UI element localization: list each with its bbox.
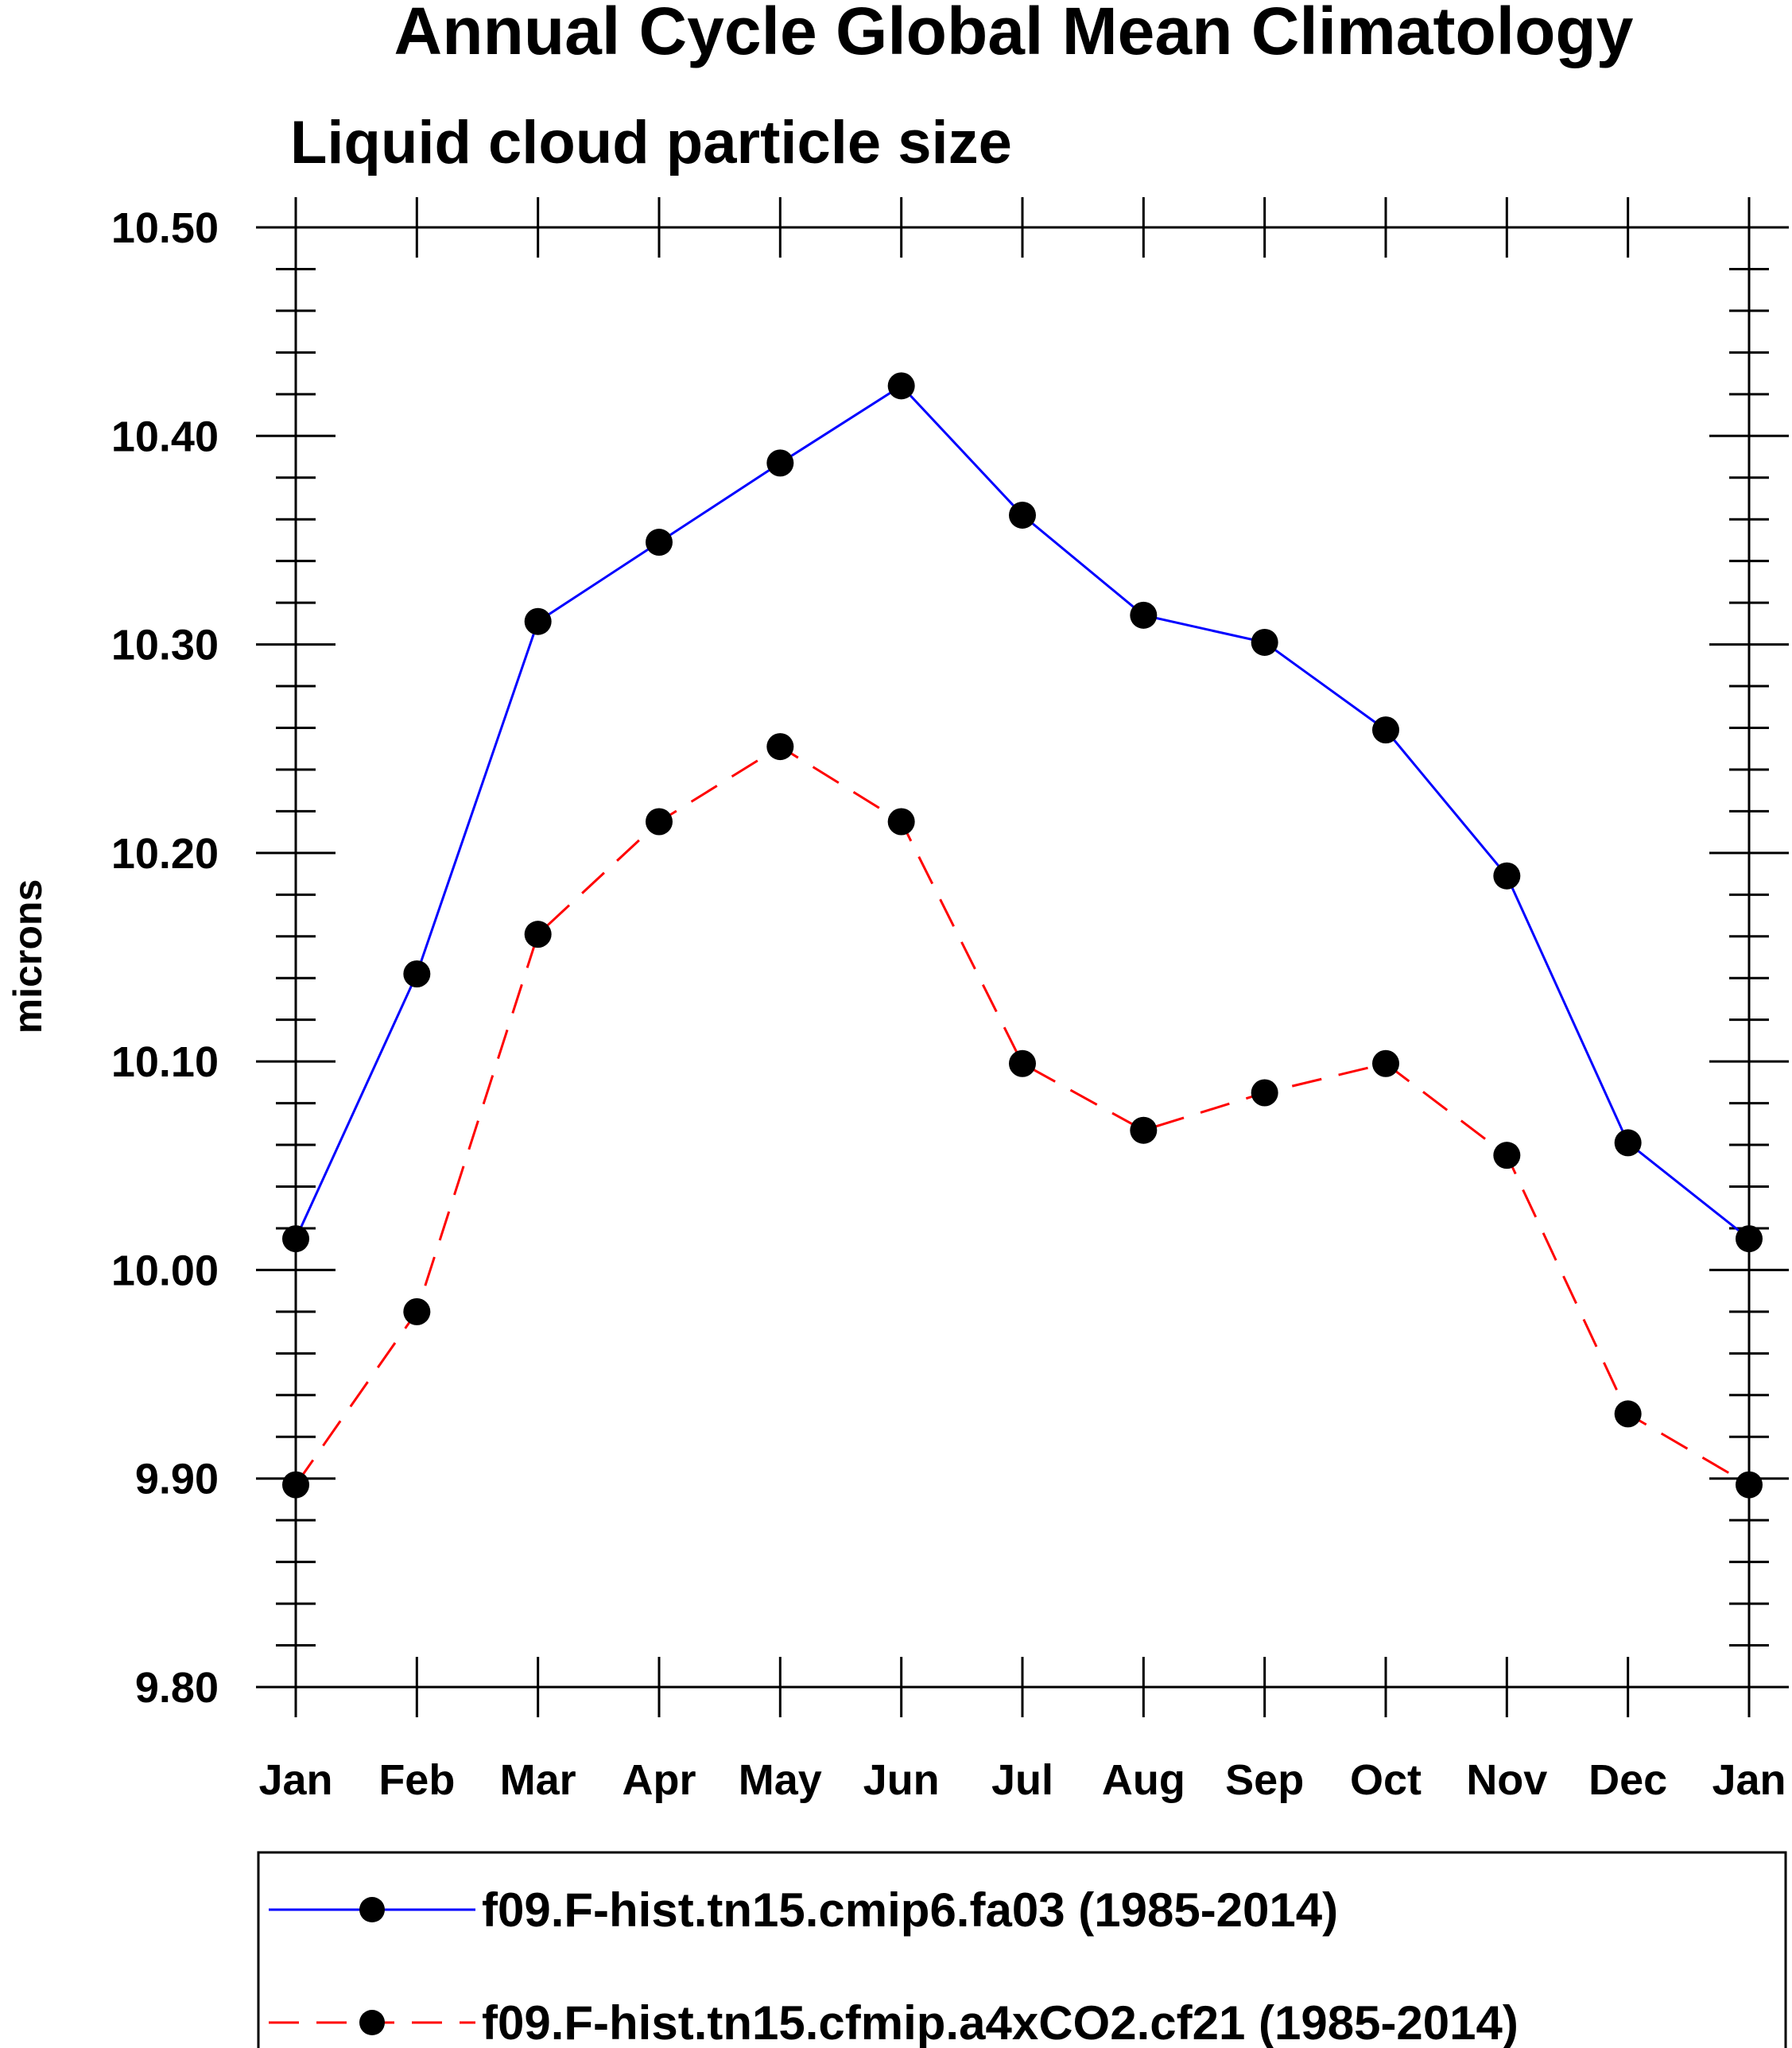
data-point-series-0 — [524, 607, 552, 635]
data-point-series-0 — [887, 372, 915, 400]
data-point-series-0 — [1130, 601, 1158, 629]
x-tick-label: Feb — [378, 1756, 455, 1804]
legend-marker-0 — [359, 1897, 385, 1922]
data-point-series-0 — [403, 960, 431, 987]
y-tick-label: 10.10 — [111, 1038, 219, 1086]
data-point-series-1 — [403, 1297, 431, 1325]
data-point-series-1 — [524, 921, 552, 948]
legend-label-1: f09.F-hist.tn15.cfmip.a4xCO2.cf21 (1985-… — [482, 1996, 1519, 2048]
data-point-series-1 — [766, 733, 794, 761]
chart-subtitle: Liquid cloud particle size — [290, 109, 1012, 176]
x-tick-label: Jan — [258, 1756, 332, 1804]
x-tick-label: Sep — [1225, 1756, 1304, 1804]
x-tick-label: Jun — [863, 1756, 940, 1804]
data-point-series-1 — [1130, 1116, 1158, 1144]
data-point-series-0 — [1493, 862, 1521, 890]
chart-title: Annual Cycle Global Mean Climatology — [394, 0, 1634, 68]
y-tick-labels: 9.80 9.90 10.00 10.10 10.20 10.30 10.40 10.50 — [111, 204, 219, 1712]
legend-marker-1 — [359, 2010, 385, 2035]
y-tick-label: 10.40 — [111, 413, 219, 460]
y-tick-label: 9.90 — [135, 1456, 219, 1503]
legend: f09.F-hist.tn15.cmip6.fa03 (1985-2014) f… — [257, 1851, 1787, 2048]
data-series — [282, 372, 1763, 1499]
y-tick-label: 10.00 — [111, 1247, 219, 1294]
data-point-series-1 — [1372, 1049, 1399, 1077]
y-tick-label: 9.80 — [135, 1664, 219, 1712]
x-tick-label: Aug — [1102, 1756, 1185, 1804]
x-tick-label: Jan — [1712, 1756, 1786, 1804]
data-point-series-1 — [1251, 1079, 1278, 1107]
data-point-series-0 — [1372, 716, 1399, 744]
x-tick-label: Jul — [991, 1756, 1053, 1804]
data-point-series-1 — [1009, 1049, 1036, 1077]
data-point-series-1 — [1493, 1142, 1521, 1169]
data-point-series-1 — [1614, 1400, 1642, 1428]
series-line-1 — [294, 745, 1750, 1486]
x-tick-label: Apr — [623, 1756, 696, 1804]
legend-box — [257, 1851, 1787, 2048]
y-tick-label: 10.50 — [111, 204, 219, 252]
axis-ticks — [256, 197, 1789, 1717]
x-tick-label: Nov — [1466, 1756, 1547, 1804]
y-tick-label: 10.30 — [111, 622, 219, 669]
x-tick-label: Dec — [1588, 1756, 1667, 1804]
data-point-series-0 — [1009, 501, 1036, 529]
data-point-series-1 — [887, 808, 915, 836]
x-tick-label: Oct — [1350, 1756, 1422, 1804]
data-point-series-0 — [646, 529, 673, 557]
y-axis-label: microns — [6, 879, 50, 1034]
x-tick-label: May — [739, 1756, 822, 1804]
x-tick-labels: Jan Feb Mar Apr May Jun Jul Aug Sep Oct Nov Dec Jan — [258, 1756, 1786, 1804]
data-point-series-0 — [1251, 628, 1278, 656]
data-point-series-0 — [766, 449, 794, 477]
data-point-series-0 — [1614, 1129, 1642, 1157]
legend-label-0: f09.F-hist.tn15.cmip6.fa03 (1985-2014) — [482, 1883, 1338, 1937]
data-point-series-1 — [646, 808, 673, 836]
y-tick-label: 10.20 — [111, 830, 219, 878]
plot-frame — [294, 226, 1751, 1689]
x-tick-label: Mar — [500, 1756, 576, 1804]
